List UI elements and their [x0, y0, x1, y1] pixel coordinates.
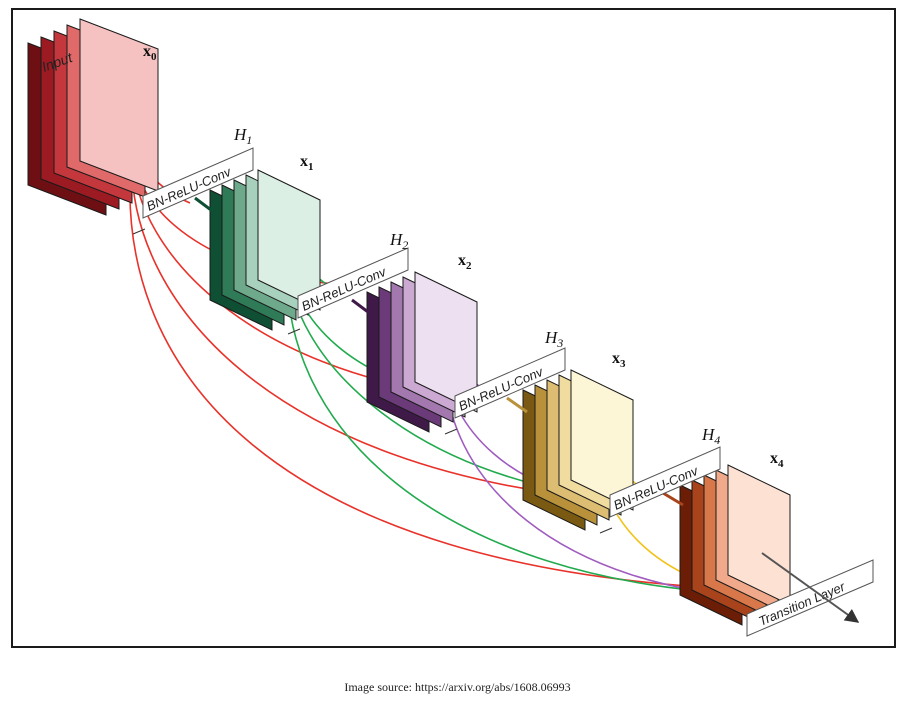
layer-box-h3-tick — [444, 428, 458, 435]
x3-label: x3 — [612, 350, 626, 370]
transition-layer-box — [746, 559, 874, 637]
connector-h1 — [194, 196, 216, 215]
layer-box-h2-shape — [297, 247, 409, 319]
x2-label: x2 — [458, 252, 472, 272]
layer-box-h4-shape — [609, 446, 721, 518]
connector-h2 — [351, 298, 373, 317]
layer-box-h2-tick — [287, 328, 301, 335]
h1-label: H1 — [233, 125, 252, 147]
feature-map-3-4 — [570, 369, 634, 511]
connector-h4 — [662, 491, 684, 507]
h2-label: H2 — [389, 230, 408, 252]
layer-box-h3-shape — [454, 347, 566, 419]
feature-map-stack-0 — [27, 18, 159, 216]
connection-x0-transition — [129, 151, 766, 591]
x0-label: x0 — [143, 43, 157, 63]
x4-label: x4 — [770, 450, 784, 470]
h3-label: H3 — [544, 328, 563, 350]
h4-label: H4 — [701, 425, 720, 447]
feature-map-stack-3 — [522, 369, 634, 531]
feature-map-stack-1 — [209, 169, 321, 331]
layer-box-h1-shape — [142, 147, 254, 219]
image-caption: Image source: https://arxiv.org/abs/1608… — [344, 680, 571, 694]
feature-map-1-4 — [257, 169, 321, 311]
layer-box-h1-tick — [132, 228, 146, 235]
connection-x1-transition — [286, 254, 766, 596]
feature-map-stack-2 — [366, 271, 478, 433]
layer-connectors — [194, 196, 684, 507]
feature-map-stacks — [27, 18, 791, 626]
x1-label: x1 — [300, 153, 314, 173]
connection-x0-h4 — [131, 151, 613, 501]
feature-map-2-4 — [414, 271, 478, 413]
feature-map-stack-4 — [679, 464, 791, 626]
transition-arrow — [761, 552, 860, 623]
layer-box-h4-tick — [599, 527, 613, 534]
connector-h3 — [506, 396, 528, 414]
